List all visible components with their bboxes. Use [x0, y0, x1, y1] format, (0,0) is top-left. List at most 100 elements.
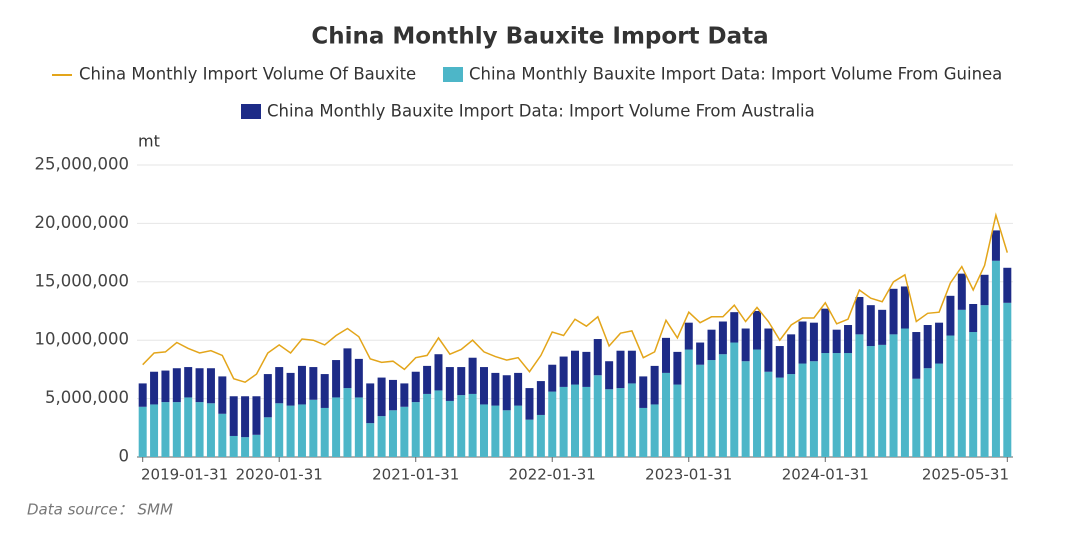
bar [639, 407, 648, 457]
bar [263, 417, 272, 457]
bar [241, 437, 250, 457]
bar [423, 393, 432, 457]
bar [457, 367, 466, 396]
x-tick-label: 2020-01-31 [236, 466, 323, 484]
x-tick-label: 2023-01-31 [645, 466, 732, 484]
bar [286, 372, 295, 406]
bar [252, 396, 261, 435]
x-tick-label: 2022-01-31 [509, 466, 596, 484]
x-tick-label: 2021-01-31 [372, 466, 459, 484]
bar [764, 371, 773, 457]
bar [912, 332, 921, 379]
bar [582, 351, 591, 387]
bar [593, 375, 602, 457]
y-axis-label: mt [138, 132, 160, 151]
bar [889, 288, 898, 335]
bar [343, 388, 352, 457]
bar [491, 372, 500, 406]
bar [889, 334, 898, 457]
bar [434, 390, 443, 457]
source: Data source： SMM [27, 501, 173, 519]
bar [798, 363, 807, 457]
bar [673, 384, 682, 457]
bar [616, 388, 625, 457]
bar [138, 383, 147, 407]
bar [946, 295, 955, 336]
bar [696, 342, 705, 365]
x-tick-label: 2019-01-31 [141, 466, 228, 484]
bar [343, 348, 352, 389]
bar [707, 329, 716, 361]
bar [172, 402, 181, 457]
bar [309, 367, 318, 400]
bar [229, 435, 238, 457]
bar [764, 328, 773, 372]
bar [616, 350, 625, 389]
bar [639, 376, 648, 408]
bar [571, 384, 579, 457]
y-tick-label: 25,000,000 [35, 155, 129, 174]
bar [650, 404, 659, 457]
y-tick-label: 15,000,000 [35, 271, 129, 290]
bar [969, 332, 978, 457]
bar [844, 353, 853, 457]
bar [332, 360, 341, 398]
bar [525, 388, 534, 420]
bar [297, 365, 306, 405]
bar [832, 329, 841, 354]
bar [184, 397, 193, 457]
bar [400, 383, 409, 407]
bar [855, 334, 864, 457]
bar [206, 368, 215, 404]
bar [161, 370, 170, 403]
bar [309, 399, 318, 457]
bar [718, 354, 727, 457]
bar [536, 414, 545, 457]
bar [798, 321, 807, 364]
bar [787, 334, 796, 375]
bar [582, 386, 591, 457]
bar [559, 356, 568, 387]
bar [730, 312, 739, 343]
bar [707, 360, 716, 457]
x-tick-label: 2025-05-31 [922, 466, 1009, 484]
bar [388, 379, 397, 411]
bar [684, 349, 693, 457]
bar [1003, 302, 1012, 457]
bar [571, 350, 579, 385]
bar [775, 346, 784, 378]
bar [935, 363, 944, 457]
bar [252, 434, 261, 457]
bar [320, 407, 329, 457]
bar [593, 339, 602, 376]
bar [354, 397, 363, 457]
bar [445, 367, 454, 401]
bar [366, 383, 375, 424]
bar [548, 391, 557, 457]
legend-swatch [241, 104, 261, 119]
bar [536, 381, 545, 415]
bar [411, 402, 420, 457]
bar [468, 393, 477, 457]
bar [878, 344, 887, 457]
bar [195, 368, 204, 403]
bar [718, 321, 727, 355]
bar [377, 377, 386, 417]
bar [696, 364, 705, 457]
bar [935, 322, 944, 364]
bar [957, 273, 966, 310]
bar [275, 403, 284, 457]
legend-swatch [443, 67, 463, 82]
bar [320, 374, 329, 408]
bar [263, 374, 272, 418]
bar [866, 305, 875, 347]
bar [206, 403, 215, 457]
bar [468, 357, 477, 394]
bar [286, 405, 295, 457]
bar [514, 372, 523, 406]
bar [923, 368, 932, 457]
bar [434, 354, 443, 391]
bar [832, 353, 841, 457]
bar [354, 358, 363, 398]
